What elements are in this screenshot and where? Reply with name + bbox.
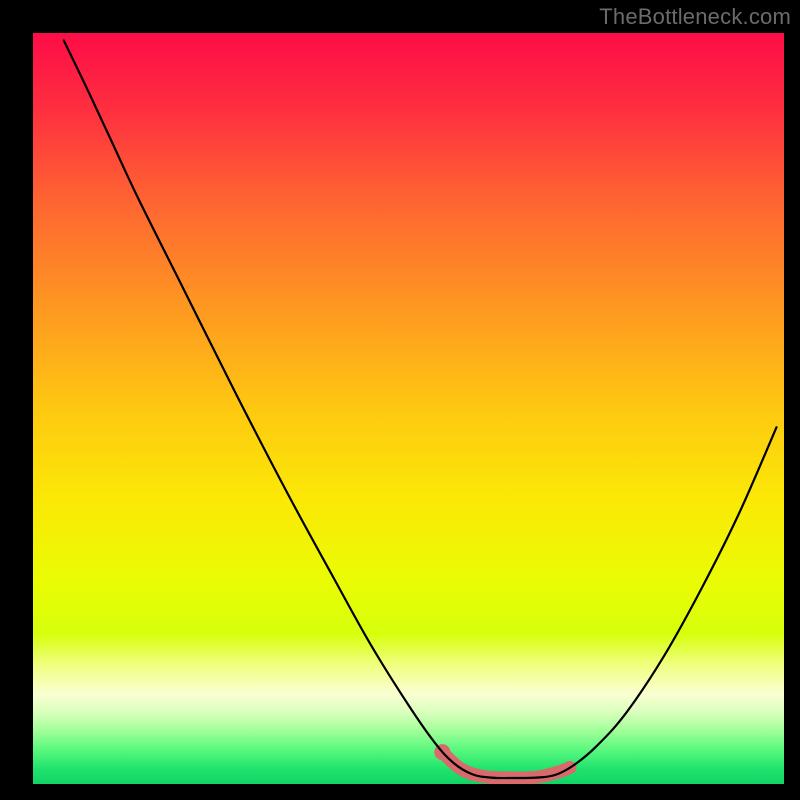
watermark-text: TheBottleneck.com <box>599 4 791 30</box>
chart-container <box>33 33 784 784</box>
bottleneck-chart <box>33 33 784 784</box>
chart-background <box>33 33 784 784</box>
